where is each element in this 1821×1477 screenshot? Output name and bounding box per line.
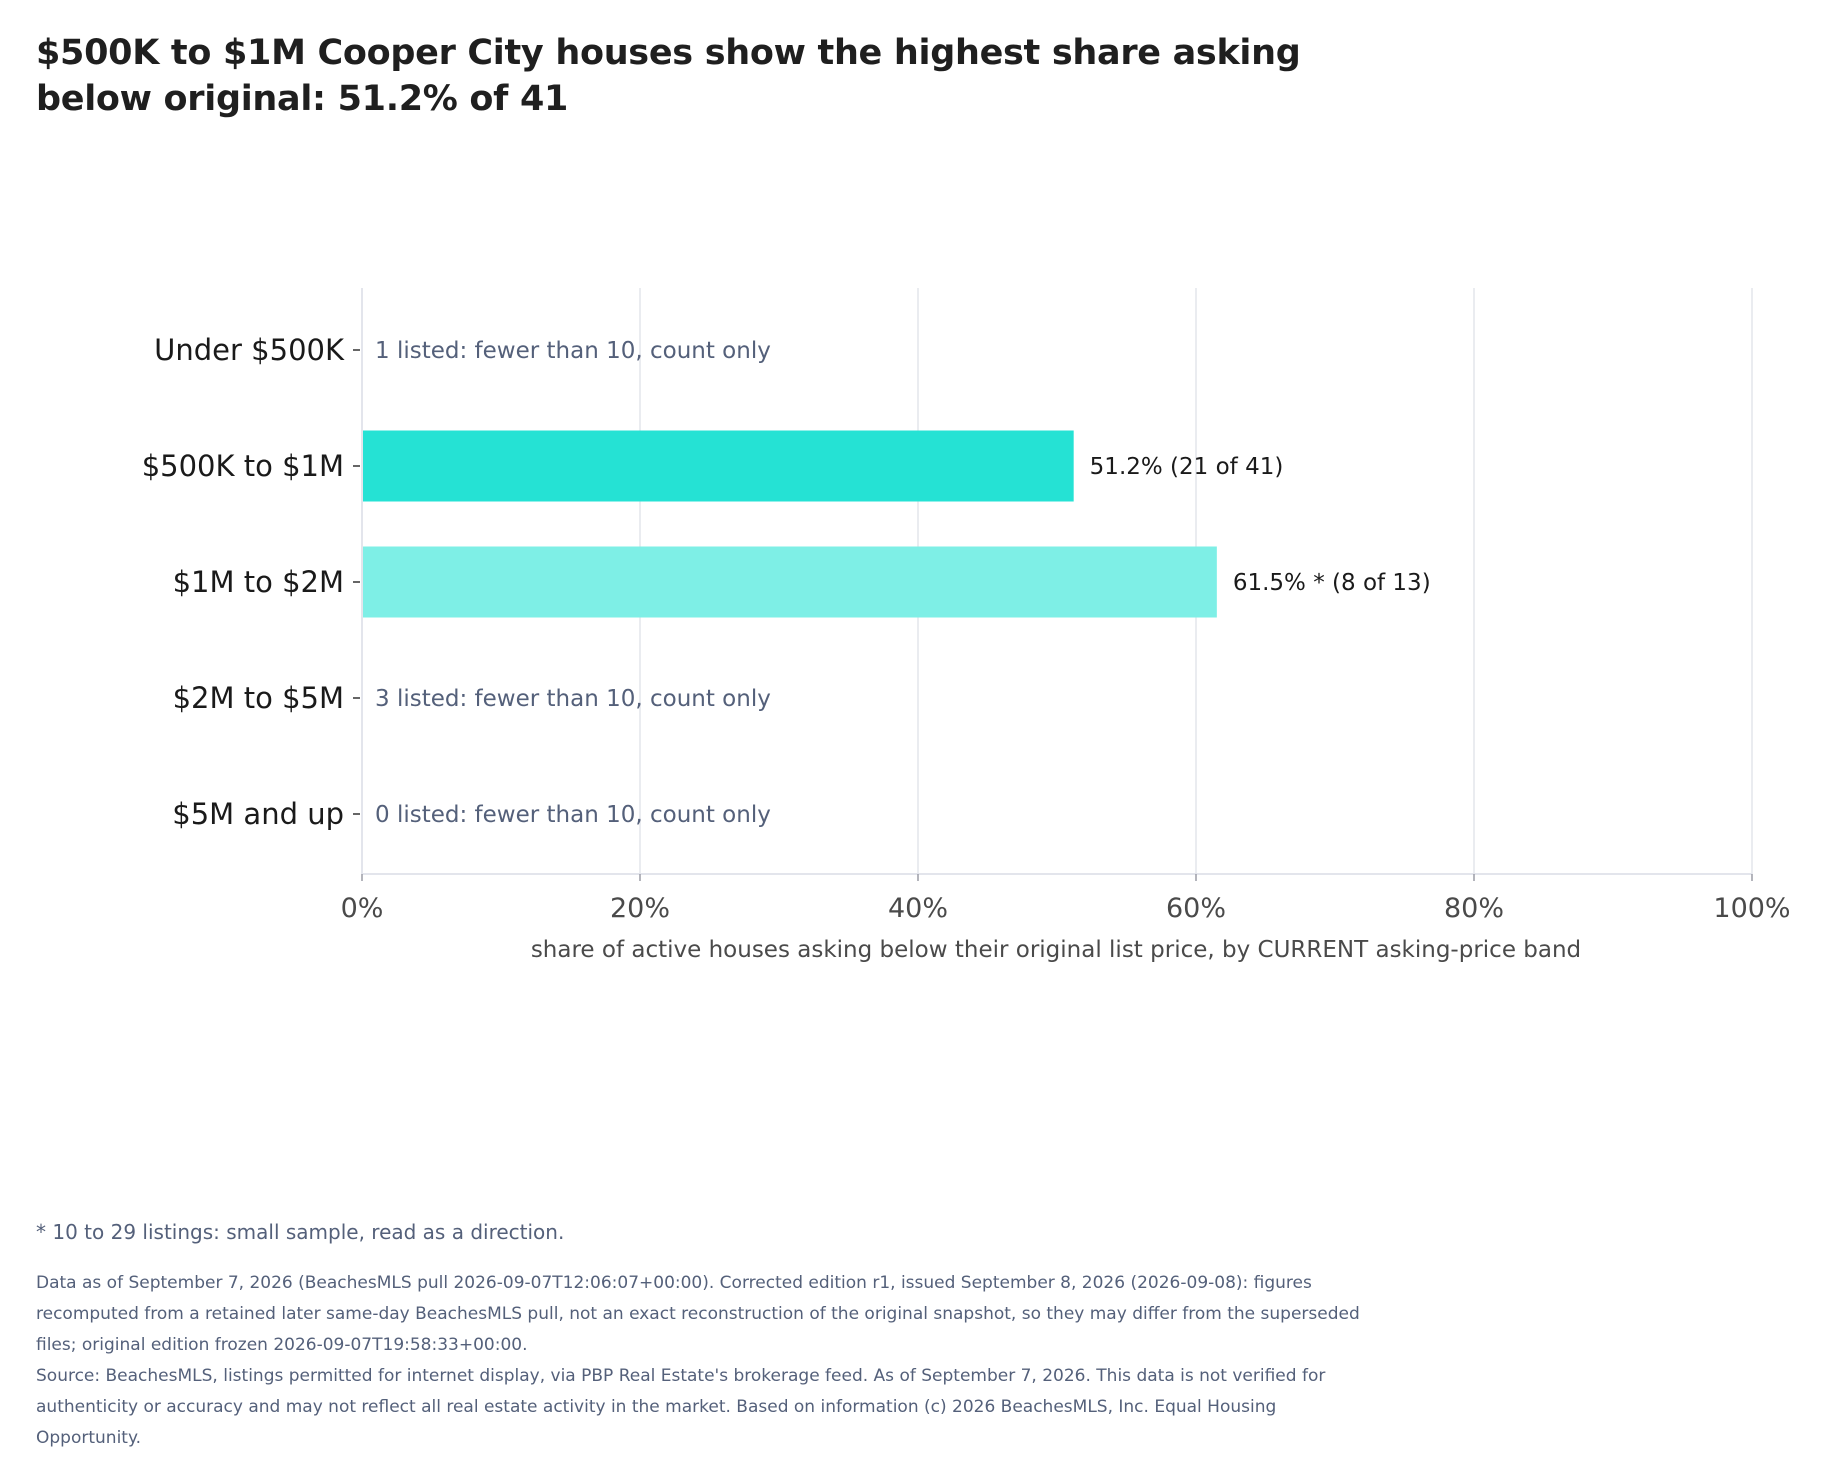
x-tick-label: 80% (1444, 893, 1504, 924)
count-only-label: 0 listed: fewer than 10, count only (375, 802, 771, 828)
x-tick-label: 20% (610, 893, 670, 924)
bar (362, 546, 1217, 618)
axes: 0% 20% 40% 60% 80% 100% Under $500K $500K to $1… (142, 288, 1791, 924)
x-tick-label: 100% (1713, 893, 1790, 924)
bar-value-label: 61.5% * (8 of 13) (1233, 570, 1431, 596)
small-sample-footnote: * 10 to 29 listings: small sample, read … (36, 1220, 565, 1244)
category-label: $5M and up (172, 797, 344, 831)
x-tick-label: 60% (1166, 893, 1226, 924)
bar-value-label: 51.2% (21 of 41) (1090, 454, 1284, 480)
x-axis-title: share of active houses asking below thei… (531, 937, 1581, 963)
count-only-label: 1 listed: fewer than 10, count only (375, 338, 771, 364)
category-label: Under $500K (154, 333, 345, 367)
bars: 1 listed: fewer than 10, count only 51.2%… (362, 338, 1431, 828)
source-attribution: Source: BeachesMLS, listings permitted f… (36, 1366, 1326, 1448)
x-tick-label: 40% (888, 893, 948, 924)
category-label: $2M to $5M (173, 681, 344, 715)
category-label: $1M to $2M (173, 565, 344, 599)
count-only-label: 3 listed: fewer than 10, count only (375, 686, 771, 712)
data-edition-note: Data as of September 7, 2026 (BeachesMLS… (36, 1273, 1360, 1355)
bar (362, 430, 1074, 502)
chart-title: $500K to $1M Cooper City houses show the… (36, 33, 1301, 119)
category-label: $500K to $1M (142, 449, 344, 483)
x-tick-label: 0% (341, 893, 384, 924)
bar-chart: 1 listed: fewer than 10, count only 51.2%… (142, 288, 1791, 963)
